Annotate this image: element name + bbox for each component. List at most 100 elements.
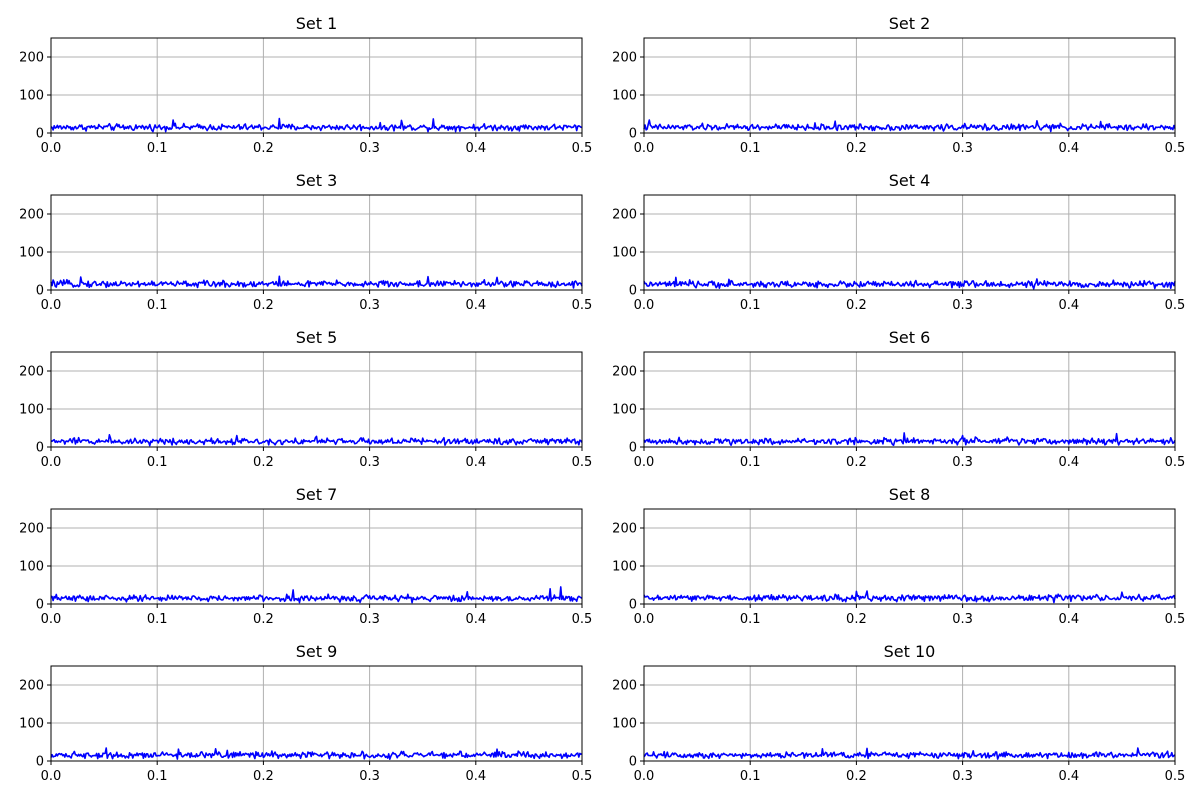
x-tick-label: 0.5 bbox=[1165, 141, 1186, 156]
x-tick-label: 0.3 bbox=[359, 612, 380, 627]
x-tick-label: 0.1 bbox=[147, 769, 168, 784]
series-line bbox=[643, 747, 1176, 760]
x-tick-label: 0.4 bbox=[1058, 298, 1079, 313]
plot-frame bbox=[50, 665, 583, 762]
y-tick-label: 0 bbox=[629, 755, 637, 770]
subplot-title: Set 7 bbox=[296, 485, 338, 504]
subplot-title: Set 1 bbox=[296, 14, 338, 33]
y-tick-label: 100 bbox=[19, 717, 44, 732]
plot-frame bbox=[50, 508, 583, 605]
x-tick-label: 0.0 bbox=[41, 612, 62, 627]
x-tick-label: 0.0 bbox=[634, 141, 655, 156]
x-tick-label: 0.0 bbox=[634, 298, 655, 313]
y-tick-label: 0 bbox=[629, 127, 637, 142]
plot-frame bbox=[50, 37, 583, 134]
series-line bbox=[50, 117, 583, 133]
y-tick-label: 0 bbox=[36, 127, 44, 142]
x-tick-label: 0.5 bbox=[572, 455, 593, 470]
x-tick-label: 0.1 bbox=[147, 612, 168, 627]
y-tick-label: 0 bbox=[36, 441, 44, 456]
plot-frame bbox=[50, 194, 583, 291]
x-tick-label: 0.1 bbox=[740, 612, 761, 627]
subplot-title: Set 2 bbox=[889, 14, 931, 33]
series-line bbox=[643, 590, 1176, 604]
y-tick-label: 100 bbox=[612, 717, 637, 732]
y-tick-label: 200 bbox=[19, 51, 44, 66]
y-tick-label: 200 bbox=[612, 365, 637, 380]
x-tick-label: 0.1 bbox=[740, 769, 761, 784]
x-tick-label: 0.5 bbox=[1165, 612, 1186, 627]
y-tick-label: 200 bbox=[19, 365, 44, 380]
x-tick-label: 0.4 bbox=[465, 141, 486, 156]
x-tick-label: 0.2 bbox=[253, 298, 274, 313]
y-tick-label: 100 bbox=[612, 403, 637, 418]
y-tick-label: 0 bbox=[629, 284, 637, 299]
x-tick-label: 0.4 bbox=[1058, 141, 1079, 156]
y-tick-label: 200 bbox=[612, 679, 637, 694]
x-tick-label: 0.1 bbox=[147, 455, 168, 470]
y-tick-label: 0 bbox=[629, 441, 637, 456]
y-tick-label: 0 bbox=[629, 598, 637, 613]
x-tick-label: 0.2 bbox=[846, 455, 867, 470]
y-tick-label: 0 bbox=[36, 598, 44, 613]
x-tick-label: 0.4 bbox=[465, 769, 486, 784]
x-tick-label: 0.3 bbox=[952, 141, 973, 156]
x-tick-label: 0.0 bbox=[41, 455, 62, 470]
x-tick-label: 0.3 bbox=[359, 298, 380, 313]
x-tick-label: 0.2 bbox=[846, 612, 867, 627]
subplot-title: Set 8 bbox=[889, 485, 931, 504]
x-tick-label: 0.3 bbox=[359, 141, 380, 156]
x-tick-label: 0.2 bbox=[253, 612, 274, 627]
y-tick-label: 100 bbox=[612, 246, 637, 261]
x-tick-label: 0.5 bbox=[1165, 769, 1186, 784]
subplot-title: Set 3 bbox=[296, 171, 338, 190]
x-tick-label: 0.0 bbox=[41, 141, 62, 156]
subplot-title: Set 9 bbox=[296, 642, 338, 661]
series-line bbox=[643, 432, 1176, 447]
x-tick-label: 0.3 bbox=[359, 455, 380, 470]
x-tick-label: 0.4 bbox=[1058, 769, 1079, 784]
plot-frame bbox=[643, 665, 1176, 762]
x-tick-label: 0.4 bbox=[465, 612, 486, 627]
x-tick-label: 0.5 bbox=[572, 298, 593, 313]
x-tick-label: 0.0 bbox=[634, 455, 655, 470]
x-tick-label: 0.5 bbox=[572, 612, 593, 627]
plot-frame bbox=[50, 351, 583, 448]
y-tick-label: 100 bbox=[612, 560, 637, 575]
x-tick-label: 0.4 bbox=[465, 455, 486, 470]
y-tick-label: 100 bbox=[19, 89, 44, 104]
y-tick-label: 0 bbox=[36, 284, 44, 299]
x-tick-label: 0.2 bbox=[253, 769, 274, 784]
x-tick-label: 0.5 bbox=[1165, 455, 1186, 470]
x-tick-label: 0.1 bbox=[740, 141, 761, 156]
x-tick-label: 0.3 bbox=[952, 298, 973, 313]
x-tick-label: 0.1 bbox=[740, 298, 761, 313]
plot-frame bbox=[643, 351, 1176, 448]
subplot-title: Set 10 bbox=[884, 642, 936, 661]
y-tick-label: 200 bbox=[19, 522, 44, 537]
x-tick-label: 0.3 bbox=[952, 612, 973, 627]
plot-frame bbox=[643, 508, 1176, 605]
x-tick-label: 0.5 bbox=[572, 141, 593, 156]
y-tick-label: 200 bbox=[612, 51, 637, 66]
x-tick-label: 0.4 bbox=[1058, 612, 1079, 627]
x-tick-label: 0.2 bbox=[846, 769, 867, 784]
y-tick-label: 100 bbox=[19, 403, 44, 418]
x-tick-label: 0.4 bbox=[465, 298, 486, 313]
x-tick-label: 0.5 bbox=[572, 769, 593, 784]
y-tick-label: 0 bbox=[36, 755, 44, 770]
series-line bbox=[50, 434, 583, 447]
x-tick-label: 0.0 bbox=[41, 298, 62, 313]
y-tick-label: 100 bbox=[19, 246, 44, 261]
subplot-title: Set 5 bbox=[296, 328, 338, 347]
x-tick-label: 0.2 bbox=[846, 298, 867, 313]
y-tick-label: 100 bbox=[19, 560, 44, 575]
y-tick-label: 200 bbox=[612, 208, 637, 223]
series-line bbox=[50, 586, 583, 604]
x-tick-label: 0.0 bbox=[41, 769, 62, 784]
y-tick-label: 200 bbox=[612, 522, 637, 537]
subplot-title: Set 4 bbox=[889, 171, 931, 190]
subplot-title: Set 6 bbox=[889, 328, 931, 347]
